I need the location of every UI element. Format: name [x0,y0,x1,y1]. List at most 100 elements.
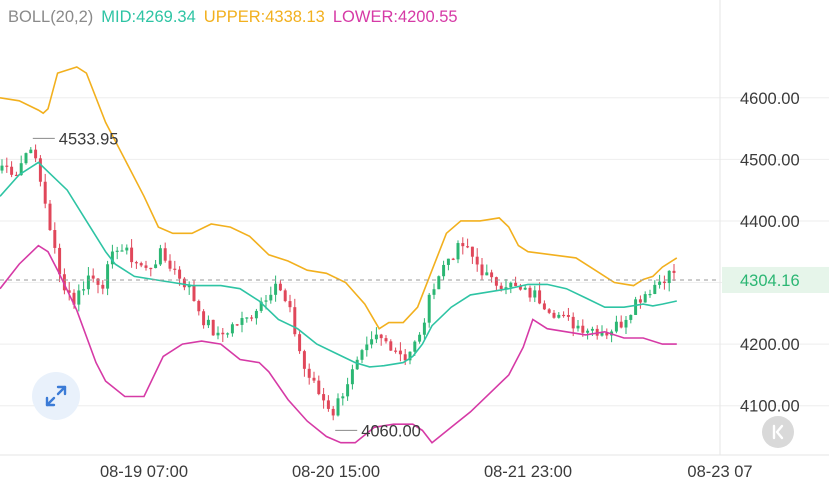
boll-mid-value: MID:4269.34 [101,8,196,26]
candle-up [346,384,350,397]
candle-down [470,246,474,257]
candle-up [432,289,436,295]
candle-up [240,318,244,325]
candle-up [509,282,513,288]
candle-up [667,270,671,284]
candle-up [254,310,258,319]
candle-up [264,300,268,302]
candle-up [77,290,81,305]
candle-down [168,260,172,269]
candle-down [672,270,676,273]
candle-up [125,247,129,251]
candle-down [394,350,398,352]
candle-down [331,408,335,416]
boll-lower-line [0,244,677,444]
chevron-back-icon [772,424,784,440]
y-tick-label: 4200.00 [740,336,800,354]
candle-down [298,334,302,352]
y-tick-label: 4100.00 [740,398,800,416]
candle-down [288,301,292,308]
candle-down [571,316,575,329]
candle-up [456,243,460,260]
candle-down [235,324,239,326]
candle-down [514,282,518,287]
candle-up [533,290,537,298]
candle-up [0,165,4,171]
low-marker-label: 4060.00 [361,422,421,440]
candle-down [293,307,297,335]
candle-down [480,264,484,276]
candle-up [350,369,354,385]
candle-down [312,377,316,381]
candle-up [427,294,431,323]
candle-up [586,330,590,333]
candle-down [379,334,383,339]
candle-up [523,287,527,290]
candle-up [629,314,633,320]
candle-up [110,251,114,265]
candle-up [206,319,210,326]
high-marker-label: 4533.95 [59,130,119,148]
candle-down [461,243,465,247]
candle-up [418,334,422,342]
candle-down [182,278,186,288]
candle-up [187,284,191,288]
boll-mid-line [0,161,677,368]
expand-button[interactable] [32,372,80,420]
candle-up [374,334,378,340]
candle-down [101,284,105,289]
candle-down [490,272,494,278]
candle-up [216,332,220,336]
candle-up [504,287,508,289]
candle-down [58,247,62,275]
candle-down [202,311,206,326]
candle-down [326,400,330,409]
candle-down [48,203,52,231]
candle-down [499,285,503,289]
candle-down [302,351,306,369]
candle-up [120,250,124,252]
candle-down [149,267,153,270]
candle-down [278,283,282,291]
candle-down [581,325,585,333]
candle-up [245,317,249,319]
candle-up [653,284,657,294]
y-tick-label: 4600.00 [740,90,800,108]
candle-down [221,332,225,335]
candle-down [403,354,407,361]
back-to-latest-button[interactable] [762,416,794,448]
candle-up [557,314,561,318]
candle-down [53,230,57,248]
candle-up [600,332,604,336]
boll-legend: BOLL(20,2) MID:4269.34 UPPER:4338.13 LOWER:… [8,8,466,27]
candle-down [547,309,551,313]
candle-up [442,264,446,277]
candle-down [139,263,143,266]
candle-up [437,276,441,290]
candle-down [322,394,326,401]
x-tick-label: 08-21 23:00 [484,463,572,481]
candle-up [590,328,594,331]
candle-up [336,398,340,416]
candle-up [408,351,412,361]
expand-arrows-icon [45,385,67,407]
candle-up [82,289,86,291]
x-tick-label: 08-23 07 [687,463,752,481]
candle-up [365,344,369,351]
candle-down [67,290,71,293]
candle-down [134,262,138,264]
candle-down [38,158,42,182]
candle-up [648,293,652,296]
candle-up [413,341,417,352]
candle-down [10,166,14,175]
current-price-label: 4304.16 [740,272,800,290]
candle-up [158,248,162,265]
candle-down [384,338,388,342]
candle-up [19,163,23,176]
candle-down [398,350,402,355]
boll-upper-value: UPPER:4338.13 [203,8,325,26]
candle-up [614,321,618,332]
candle-up [658,281,662,285]
